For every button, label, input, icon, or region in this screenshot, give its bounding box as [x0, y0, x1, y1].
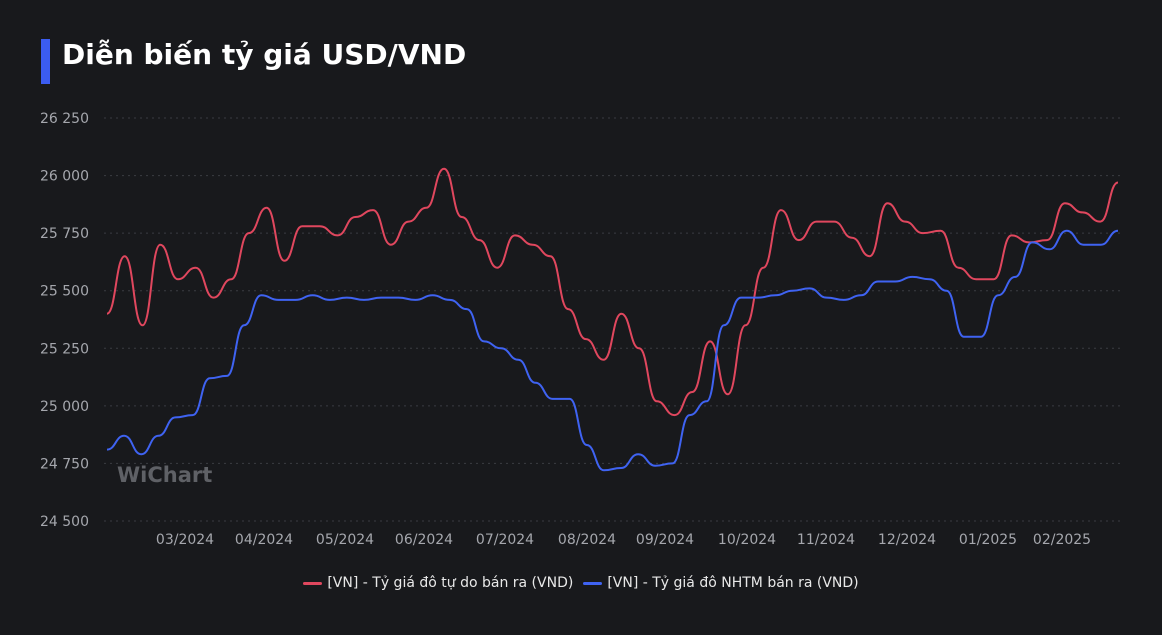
- series-line-commercial-bank: [106, 229, 1119, 472]
- series-line-free-market: [106, 167, 1119, 417]
- x-tick-label: 04/2024: [235, 532, 293, 548]
- legend-item-commercial-bank[interactable]: [VN] - Tỷ giá đô NHTM bán ra (VND): [583, 575, 859, 591]
- legend-label-free-market: [VN] - Tỷ giá đô tự do bán ra (VND): [327, 575, 574, 591]
- x-tick-label: 03/2024: [156, 532, 214, 548]
- y-tick-label: 26 000: [40, 169, 89, 185]
- x-tick-label: 06/2024: [395, 532, 453, 548]
- x-tick-label: 12/2024: [878, 532, 936, 548]
- y-tick-label: 26 250: [40, 111, 89, 127]
- x-tick-label: 07/2024: [476, 532, 534, 548]
- y-tick-label: 25 000: [40, 399, 89, 415]
- legend-item-free-market[interactable]: [VN] - Tỷ giá đô tự do bán ra (VND): [303, 575, 573, 591]
- x-tick-label: 11/2024: [797, 532, 855, 548]
- x-tick-label: 08/2024: [558, 532, 616, 548]
- y-tick-label: 25 500: [40, 284, 89, 300]
- chart-legend: [VN] - Tỷ giá đô tự do bán ra (VND) [VN]…: [0, 575, 1162, 591]
- legend-label-commercial-bank: [VN] - Tỷ giá đô NHTM bán ra (VND): [607, 575, 859, 591]
- x-tick-label: 09/2024: [636, 532, 694, 548]
- y-tick-label: 24 750: [40, 456, 89, 472]
- x-tick-label: 10/2024: [718, 532, 776, 548]
- legend-swatch-commercial-bank: [583, 581, 603, 585]
- x-tick-label: 02/2025: [1033, 532, 1091, 548]
- y-tick-label: 25 250: [40, 341, 89, 357]
- title-accent-bar: [41, 39, 50, 84]
- watermark-logo: WiChart: [117, 463, 213, 487]
- y-tick-label: 24 500: [40, 514, 89, 530]
- legend-swatch-free-market: [303, 581, 323, 585]
- y-tick-label: 25 750: [40, 226, 89, 242]
- chart-title: Diễn biến tỷ giá USD/VND: [62, 38, 467, 71]
- x-tick-label: 01/2025: [959, 532, 1017, 548]
- x-tick-label: 05/2024: [316, 532, 374, 548]
